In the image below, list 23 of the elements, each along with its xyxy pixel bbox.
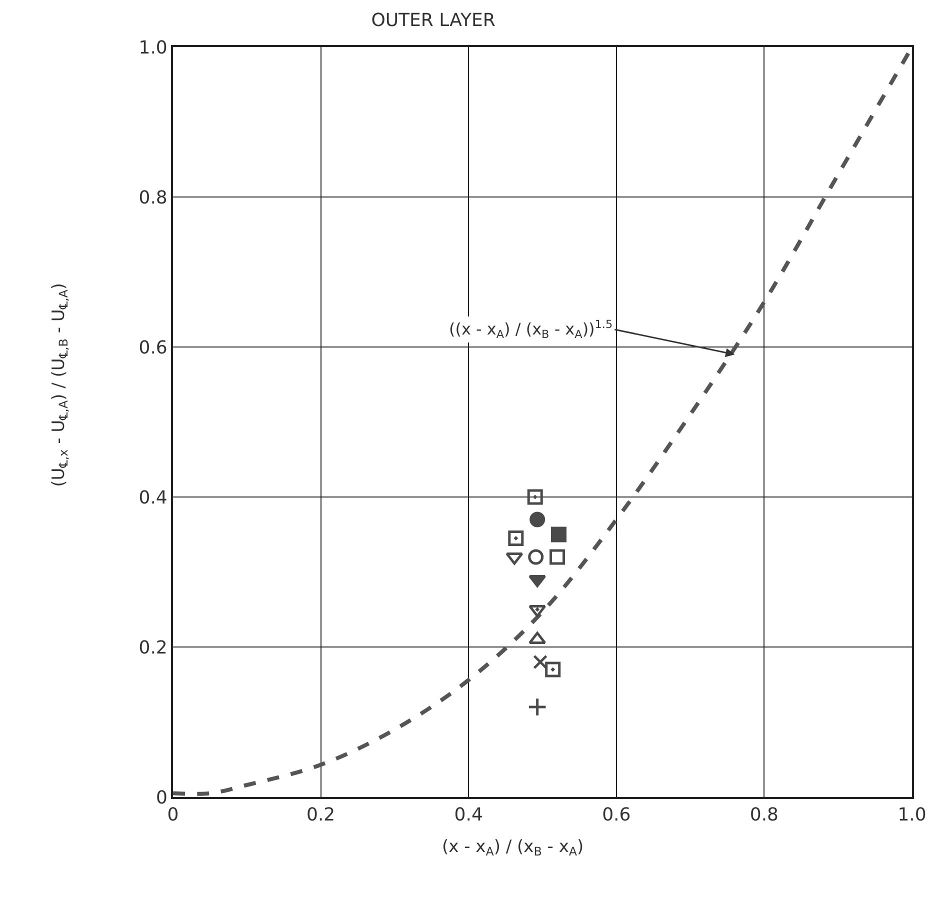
point	[527, 489, 543, 505]
y-tick-label: 1.0	[138, 37, 168, 58]
point	[551, 526, 567, 542]
x-tick-label: 0.6	[602, 804, 631, 826]
y-tick-label: 0.8	[138, 187, 168, 208]
y-tick-label: 0.6	[138, 337, 168, 358]
x-tick-label: 0.8	[750, 804, 779, 826]
x-tick-label: 1.0	[898, 804, 926, 826]
y-tick-label: 0.2	[138, 637, 168, 658]
annotation: ((x - x$_{A}$) / (x$_{B}$ - x$_{A}$))$^{1.5}$	[449, 318, 613, 342]
x-tick-label: 0.2	[306, 804, 336, 826]
point	[545, 662, 561, 678]
point	[533, 654, 548, 670]
point	[508, 530, 524, 546]
point	[550, 549, 566, 565]
point	[528, 549, 544, 565]
point	[528, 697, 547, 717]
chart-title: OUTER LAYER	[371, 10, 496, 32]
x-axis-title: (x - x$_{A}$) / (x$_{B}$ - x$_{A}$)	[442, 837, 584, 859]
y-tick-label: 0	[156, 787, 168, 808]
point	[530, 512, 546, 528]
y-tick-label: 0.4	[138, 487, 168, 508]
x-tick-label: 0.4	[454, 804, 483, 826]
